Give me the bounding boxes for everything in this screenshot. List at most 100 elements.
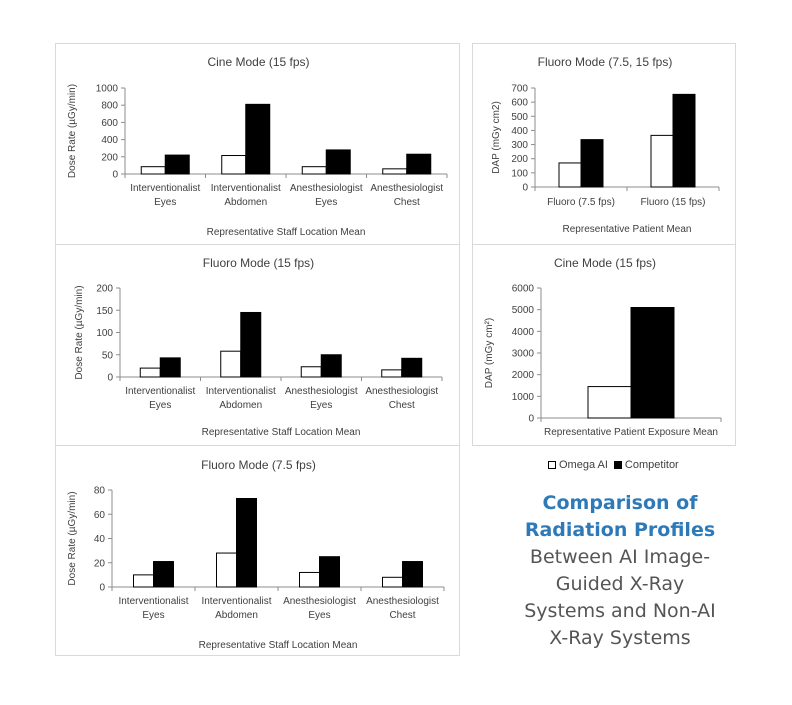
legend-item-competitor: Competitor: [613, 459, 679, 471]
bar-omega: [133, 574, 154, 588]
x-axis-title: Representative Patient Exposure Mean: [544, 427, 718, 438]
y-tick-label: 150: [96, 306, 113, 317]
y-tick-label: 0: [528, 414, 534, 425]
x-category-label: Eyes: [308, 610, 330, 621]
chart-title: Cine Mode (15 fps): [207, 55, 309, 69]
y-tick-label: 400: [511, 126, 528, 137]
x-axis-title: Representative Staff Location Mean: [207, 227, 366, 238]
bar-competitor: [630, 307, 675, 419]
x-category-label: Anesthesiologist: [285, 386, 358, 397]
x-category-label: Anesthesiologist: [370, 183, 443, 194]
page-heading: Comparison of Radiation Profiles Between…: [500, 490, 740, 652]
y-tick-label: 80: [94, 486, 106, 497]
y-tick-label: 0: [522, 183, 528, 194]
x-category-label: Abdomen: [215, 610, 258, 621]
legend-label-competitor: Competitor: [624, 459, 679, 471]
x-category-label: Interventionalist: [118, 596, 188, 607]
bar-omega: [216, 552, 237, 588]
y-tick-label: 1000: [96, 84, 119, 95]
bar-omega: [587, 386, 632, 419]
y-tick-label: 200: [96, 284, 113, 295]
chart-title: Fluoro Mode (15 fps): [203, 256, 314, 270]
x-category-label: Abdomen: [224, 197, 267, 208]
bar-competitor: [672, 93, 696, 188]
bar-omega: [301, 166, 327, 175]
bar-competitor: [402, 561, 423, 588]
chart-fluoro15-staff: Fluoro Mode (15 fps) 0 50 100 150 200 Interven…: [74, 256, 443, 438]
heading-line: Between AI Image-: [529, 546, 711, 568]
x-category-label: Interventionalist: [206, 386, 276, 397]
chart-panel-fluoro75-staff: Fluoro Mode (7.5 fps) 0 20 40 60 80 Interventi…: [55, 445, 460, 656]
y-axis-title: DAP (mGy cm²): [484, 318, 495, 388]
y-tick-label: 600: [511, 98, 528, 109]
bar-omega: [139, 367, 161, 378]
heading-highlight-line: Radiation Profiles: [524, 519, 716, 541]
y-axis-title: Dose Rate (µGy/min): [67, 84, 78, 178]
x-axis-title: Representative Staff Location Mean: [202, 427, 361, 438]
x-axis-title: Representative Patient Mean: [563, 224, 692, 235]
bar-competitor: [325, 149, 351, 175]
y-tick-label: 4000: [512, 327, 535, 338]
chart-panel-fluoro-dap: Fluoro Mode (7.5, 15 fps) 0 100 200 300 400 50…: [472, 43, 736, 245]
y-tick-label: 6000: [512, 284, 535, 295]
bar-competitor: [319, 556, 340, 588]
y-tick-label: 400: [101, 135, 118, 146]
y-tick-label: 2000: [512, 370, 535, 381]
heading-line: Systems and Non-AI: [524, 600, 716, 622]
x-category-label: Anesthesiologist: [283, 596, 356, 607]
x-category-label: Abdomen: [219, 400, 262, 411]
y-tick-label: 600: [101, 118, 118, 129]
y-axis-title: Dose Rate (µGy/min): [74, 285, 85, 379]
x-category-label: Anesthesiologist: [365, 386, 438, 397]
y-tick-label: 0: [99, 583, 105, 594]
bar-omega: [140, 166, 166, 175]
y-tick-label: 50: [102, 350, 114, 361]
chart-cine-staff: Cine Mode (15 fps) 0 200 400 600 800 1000 Inter…: [67, 55, 448, 238]
x-category-label: Eyes: [154, 197, 176, 208]
y-tick-label: 100: [96, 328, 113, 339]
bar-omega: [650, 134, 674, 188]
x-category-label: Interventionalist: [211, 183, 281, 194]
y-tick-label: 60: [94, 510, 106, 521]
x-category-label: Eyes: [315, 197, 337, 208]
bar-omega: [221, 155, 247, 175]
x-category-label: Fluoro (7.5 fps): [547, 197, 615, 208]
bar-competitor: [320, 354, 342, 378]
x-category-label: Fluoro (15 fps): [640, 197, 705, 208]
heading-line: Guided X-Ray: [555, 573, 685, 595]
y-tick-label: 3000: [512, 349, 535, 360]
x-category-label: Anesthesiologist: [366, 596, 439, 607]
bar-omega: [381, 369, 403, 378]
chart-title: Cine Mode (15 fps): [554, 256, 656, 270]
chart-panel-cine-dap: Cine Mode (15 fps) 0 1000 2000 3000 4000 5000 6…: [472, 244, 736, 446]
heading-line: X-Ray Systems: [549, 627, 691, 649]
y-tick-label: 0: [112, 170, 118, 181]
y-tick-label: 0: [107, 373, 113, 384]
bar-competitor: [153, 561, 174, 588]
y-tick-label: 1000: [512, 392, 535, 403]
y-tick-label: 20: [94, 558, 106, 569]
y-tick-label: 200: [511, 154, 528, 165]
x-category-label: Chest: [389, 610, 415, 621]
bar-competitor: [406, 153, 432, 175]
bar-omega: [382, 576, 403, 588]
bar-competitor: [236, 497, 257, 588]
y-tick-label: 800: [101, 101, 118, 112]
legend-swatch-competitor: [613, 461, 622, 469]
y-tick-label: 200: [101, 152, 118, 163]
x-category-label: Eyes: [142, 610, 164, 621]
bar-omega: [299, 571, 320, 588]
legend-swatch-omega: [548, 461, 556, 469]
bar-competitor: [580, 139, 604, 188]
x-category-label: Eyes: [310, 400, 332, 411]
chart-cine-dap: Cine Mode (15 fps) 0 1000 2000 3000 4000 5000 6…: [484, 256, 722, 438]
bar-competitor: [164, 154, 190, 175]
legend: Omega AI Competitor: [548, 459, 685, 471]
x-category-label: Anesthesiologist: [290, 183, 363, 194]
x-category-label: Eyes: [149, 400, 171, 411]
y-tick-label: 700: [511, 84, 528, 95]
chart-fluoro-dap: Fluoro Mode (7.5, 15 fps) 0 100 200 300 400 50…: [491, 55, 720, 235]
x-category-label: Chest: [389, 400, 415, 411]
bar-competitor: [401, 357, 423, 378]
x-category-label: Interventionalist: [125, 386, 195, 397]
